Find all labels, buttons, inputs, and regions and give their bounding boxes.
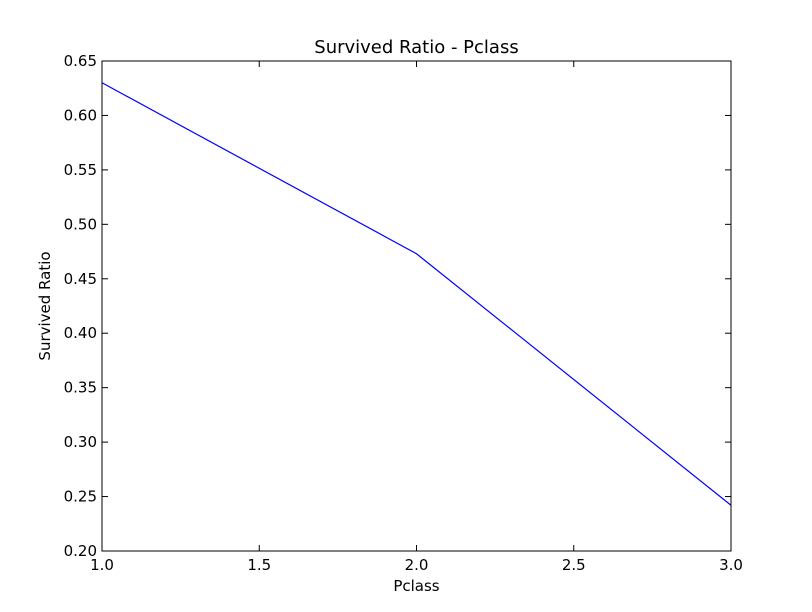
y-tick-label: 0.30: [64, 433, 97, 451]
plot-marks: [101, 82, 732, 506]
x-axis: 1.0 1.5 2.0 2.5 3.0: [90, 61, 743, 574]
x-tick-label: 3.0: [719, 556, 743, 574]
x-axis-label: Pclass: [393, 577, 439, 595]
y-tick-label: 0.65: [64, 52, 97, 70]
y-tick-label: 0.35: [64, 379, 97, 397]
y-tick-label: 0.45: [64, 270, 97, 288]
y-tick-label: 0.55: [64, 161, 97, 179]
chart-title: Survived Ratio - Pclass: [314, 37, 518, 58]
x-tick-label: 1.5: [247, 556, 271, 574]
y-axis: 0.20 0.25 0.30 0.35 0.40 0.45 0.50 0.55 0.60 0.65: [64, 52, 731, 560]
y-tick-label: 0.20: [64, 542, 97, 560]
y-axis-label: Survived Ratio: [36, 251, 54, 360]
series-line-0: [101, 82, 732, 506]
x-tick-label: 2.0: [405, 556, 429, 574]
y-tick-label: 0.60: [64, 106, 97, 124]
y-tick-label: 0.50: [64, 215, 97, 233]
x-tick-label: 1.0: [90, 556, 114, 574]
y-tick-label: 0.25: [64, 488, 97, 506]
x-tick-label: 2.5: [562, 556, 586, 574]
y-tick-label: 0.40: [64, 324, 97, 342]
